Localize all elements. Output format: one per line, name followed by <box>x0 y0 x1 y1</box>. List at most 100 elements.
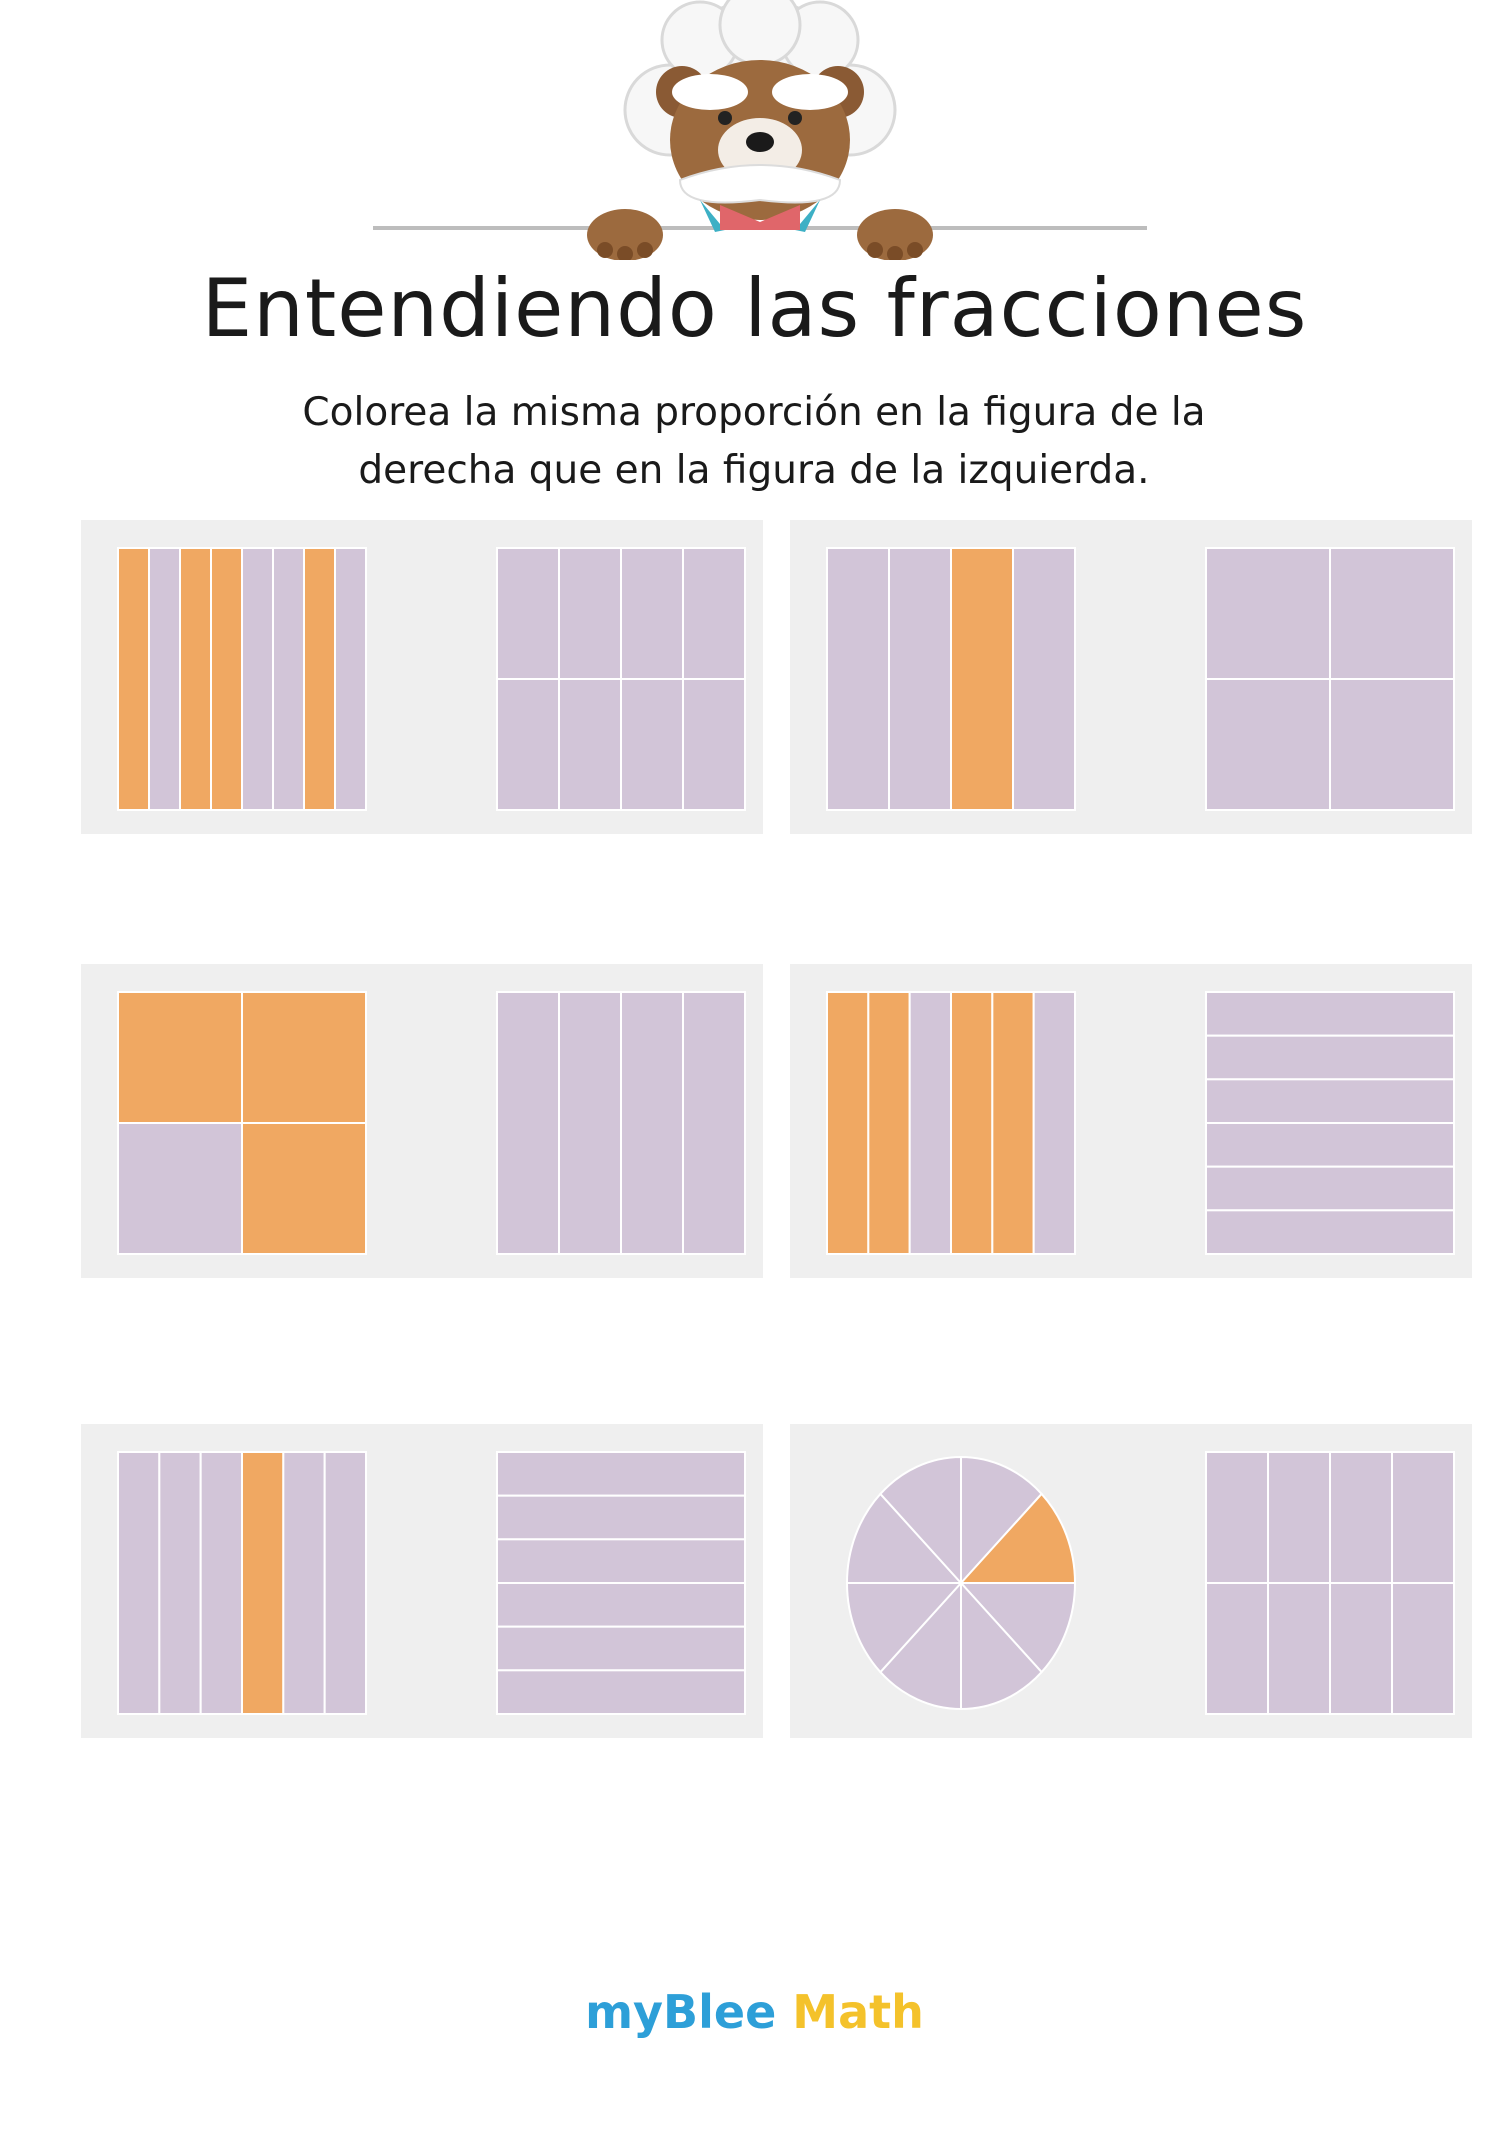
exercise-6-right-part-4[interactable] <box>1391 1451 1455 1584</box>
exercise-6-left-slice-4[interactable] <box>960 1580 1043 1711</box>
exercise-4-right-part-2[interactable] <box>1205 1034 1455 1081</box>
exercise-5-figures <box>117 1451 746 1715</box>
exercise-3-right-part-3[interactable] <box>620 991 684 1255</box>
exercise-3-figures <box>117 991 746 1255</box>
exercise-4-right-shape <box>1205 991 1455 1255</box>
exercise-6-right-part-2[interactable] <box>1267 1451 1331 1584</box>
exercise-5-right-part-4[interactable] <box>496 1582 746 1628</box>
exercise-3-right-shape <box>496 991 746 1255</box>
exercise-3-right-part-1[interactable] <box>496 991 560 1255</box>
exercise-6-right-part-8[interactable] <box>1391 1582 1455 1715</box>
exercise-3-left-part-2-shaded[interactable] <box>241 991 367 1124</box>
exercise-1-left-part-4-shaded[interactable] <box>210 547 243 811</box>
exercise-5-left-part-3[interactable] <box>199 1451 243 1715</box>
exercise-1-left-shape <box>117 547 367 811</box>
exercise-4-figures <box>826 991 1455 1255</box>
exercise-4-right-part-6[interactable] <box>1205 1209 1455 1255</box>
page-title: Entendiendo las fracciones <box>201 262 1308 355</box>
exercise-2-right-shape <box>1205 547 1455 811</box>
exercise-3-right-part-4[interactable] <box>682 991 746 1255</box>
brand-logo-blee: Blee <box>663 1985 777 2039</box>
exercise-6-right-part-7[interactable] <box>1329 1582 1393 1715</box>
exercise-5-left-part-5[interactable] <box>282 1451 326 1715</box>
instructions: Colorea la misma proporción en la figura… <box>254 384 1254 500</box>
instructions-line-1: Colorea la misma proporción en la figura… <box>302 390 1206 435</box>
exercise-2-left-part-3-shaded[interactable] <box>950 547 1014 811</box>
exercise-2-left-part-4[interactable] <box>1012 547 1076 811</box>
exercise-6-left-slice-2-shaded[interactable] <box>958 1492 1077 1584</box>
exercise-5-right-part-5[interactable] <box>496 1625 746 1672</box>
exercise-3-left-part-3[interactable] <box>117 1122 243 1255</box>
exercise-1-figures <box>117 547 746 811</box>
exercise-card-3 <box>81 964 763 1278</box>
exercise-5-left-part-2[interactable] <box>158 1451 202 1715</box>
exercise-1-right-part-4[interactable] <box>682 547 746 680</box>
exercise-2-left-part-2[interactable] <box>888 547 952 811</box>
exercise-1-right-part-8[interactable] <box>682 678 746 811</box>
exercise-1-right-part-3[interactable] <box>620 547 684 680</box>
exercise-4-left-part-3[interactable] <box>908 991 952 1255</box>
exercise-6-right-part-6[interactable] <box>1267 1582 1331 1715</box>
exercise-6-left-slice-8[interactable] <box>879 1455 962 1586</box>
exercise-3-right-part-2[interactable] <box>558 991 622 1255</box>
exercise-card-5 <box>81 1424 763 1738</box>
exercise-4-left-part-5-shaded[interactable] <box>991 991 1035 1255</box>
brand-logo-math: Math <box>792 1985 924 2039</box>
exercise-6-left-slice-6[interactable] <box>845 1582 964 1674</box>
exercise-1-left-part-8[interactable] <box>334 547 367 811</box>
exercise-5-right-part-6[interactable] <box>496 1669 746 1715</box>
exercise-1-right-part-2[interactable] <box>558 547 622 680</box>
exercise-4-right-part-1[interactable] <box>1205 991 1455 1037</box>
exercise-5-right-part-3[interactable] <box>496 1538 746 1585</box>
exercise-4-left-part-1-shaded[interactable] <box>826 991 870 1255</box>
exercise-2-left-shape <box>826 547 1076 811</box>
exercise-1-left-part-6[interactable] <box>272 547 305 811</box>
exercise-6-left-slice-3[interactable] <box>958 1582 1077 1674</box>
exercise-1-right-shape <box>496 547 746 811</box>
exercise-6-left-shape <box>845 1455 1077 1711</box>
exercise-2-figures <box>826 547 1455 811</box>
brand-logo: myBlee Math <box>0 1985 1509 2039</box>
exercise-6-right-part-3[interactable] <box>1329 1451 1393 1584</box>
exercise-4-right-part-4[interactable] <box>1205 1122 1455 1168</box>
exercise-6-figures <box>845 1451 1455 1715</box>
exercise-card-4 <box>790 964 1472 1278</box>
exercise-2-right-part-1[interactable] <box>1205 547 1331 680</box>
exercise-1-left-part-1-shaded[interactable] <box>117 547 150 811</box>
exercise-1-right-part-7[interactable] <box>620 678 684 811</box>
exercise-1-left-part-3-shaded[interactable] <box>179 547 212 811</box>
exercise-5-left-part-4-shaded[interactable] <box>241 1451 285 1715</box>
exercise-1-left-part-5[interactable] <box>241 547 274 811</box>
exercise-4-left-part-4-shaded[interactable] <box>950 991 994 1255</box>
exercise-6-left-slice-5[interactable] <box>879 1580 962 1711</box>
exercise-4-left-shape <box>826 991 1077 1255</box>
exercise-4-right-part-3[interactable] <box>1205 1078 1455 1125</box>
exercise-1-left-part-7-shaded[interactable] <box>303 547 336 811</box>
exercise-6-right-part-1[interactable] <box>1205 1451 1269 1584</box>
exercise-5-left-shape <box>117 1451 368 1715</box>
exercise-5-left-part-1[interactable] <box>117 1451 161 1715</box>
exercise-3-left-part-4-shaded[interactable] <box>241 1122 367 1255</box>
exercise-3-left-part-1-shaded[interactable] <box>117 991 243 1124</box>
bear-mascot-illustration <box>373 0 1147 260</box>
instructions-line-2: derecha que en la figura de la izquierda… <box>358 448 1150 493</box>
exercise-1-right-part-5[interactable] <box>496 678 560 811</box>
exercise-5-right-part-1[interactable] <box>496 1451 746 1497</box>
exercise-4-left-part-2-shaded[interactable] <box>867 991 911 1255</box>
exercise-2-right-part-2[interactable] <box>1329 547 1455 680</box>
exercise-5-right-part-2[interactable] <box>496 1494 746 1541</box>
exercise-2-right-part-3[interactable] <box>1205 678 1331 811</box>
exercise-2-right-part-4[interactable] <box>1329 678 1455 811</box>
exercise-1-left-part-2[interactable] <box>148 547 181 811</box>
exercise-6-left-slice-7[interactable] <box>845 1492 964 1584</box>
exercise-6-left-slice-1[interactable] <box>960 1455 1043 1586</box>
exercise-4-left-part-6[interactable] <box>1032 991 1077 1255</box>
exercise-3-left-shape <box>117 991 367 1255</box>
exercise-5-left-part-6[interactable] <box>323 1451 368 1715</box>
exercise-card-1 <box>81 520 763 834</box>
exercise-4-right-part-5[interactable] <box>1205 1165 1455 1212</box>
exercise-1-right-part-1[interactable] <box>496 547 560 680</box>
exercise-1-right-part-6[interactable] <box>558 678 622 811</box>
exercise-2-left-part-1[interactable] <box>826 547 890 811</box>
exercise-6-right-part-5[interactable] <box>1205 1582 1269 1715</box>
